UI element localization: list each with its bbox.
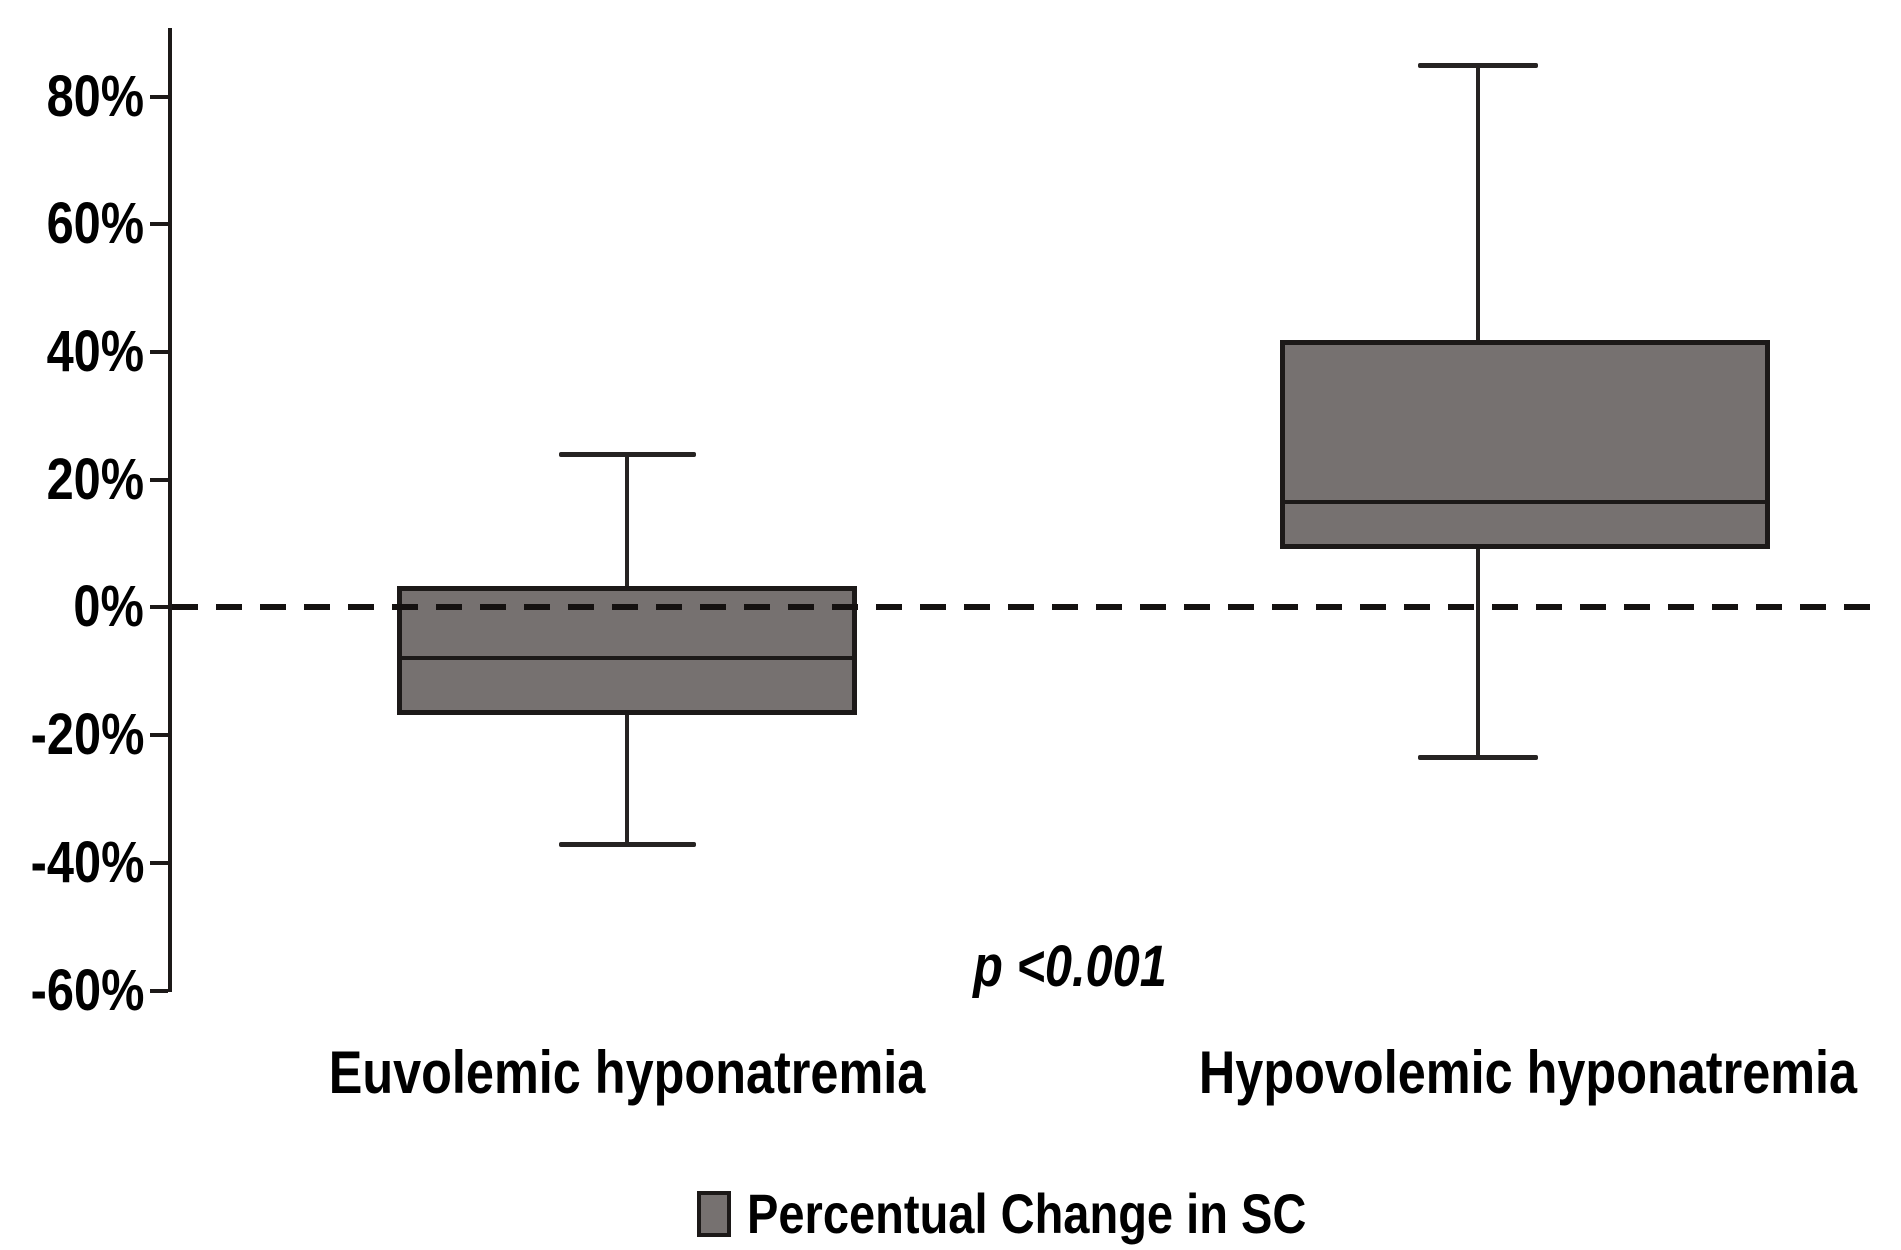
y-tick-mark xyxy=(150,95,168,99)
hypovolemic-iqr-box xyxy=(1280,340,1770,549)
y-tick-mark xyxy=(150,733,168,737)
euvolemic-lower-whisker-cap xyxy=(558,842,696,847)
legend-label: Percentual Change in SC xyxy=(747,1182,1307,1245)
hypovolemic-upper-whisker-cap xyxy=(1418,63,1538,68)
y-tick-label: -60% xyxy=(30,958,144,1023)
legend: Percentual Change in SC xyxy=(697,1186,1413,1242)
y-tick-label: 80% xyxy=(46,64,144,129)
p-value-annotation: p <0.001 xyxy=(973,934,1167,999)
y-tick-label: -40% xyxy=(30,830,144,895)
euvolemic-median-line xyxy=(397,656,857,660)
y-tick-mark xyxy=(150,222,168,226)
category-label-hypovolemic: Hypovolemic hyponatremia xyxy=(1198,1039,1858,1106)
category-label-euvolemic: Euvolemic hyponatremia xyxy=(328,1039,926,1106)
y-tick-mark xyxy=(150,350,168,354)
hypovolemic-median-line xyxy=(1280,500,1770,504)
y-tick-mark xyxy=(150,478,168,482)
y-tick-label: -20% xyxy=(30,702,144,767)
euvolemic-upper-whisker-line xyxy=(625,454,629,588)
euvolemic-upper-whisker-cap xyxy=(558,452,696,457)
legend-swatch-icon xyxy=(697,1191,731,1237)
euvolemic-lower-whisker-line xyxy=(625,713,629,844)
y-axis-line xyxy=(168,28,172,992)
y-tick-mark xyxy=(150,989,168,993)
y-tick-label: 20% xyxy=(46,447,144,512)
hypovolemic-lower-whisker-line xyxy=(1476,547,1480,757)
y-tick-label: 40% xyxy=(46,319,144,384)
zero-reference-line xyxy=(172,604,1886,610)
y-tick-label: 0% xyxy=(73,574,144,639)
hypovolemic-lower-whisker-cap xyxy=(1418,755,1538,760)
y-tick-mark xyxy=(150,861,168,865)
y-tick-mark xyxy=(150,605,168,609)
y-tick-label: 60% xyxy=(46,191,144,256)
hypovolemic-upper-whisker-line xyxy=(1476,65,1480,342)
